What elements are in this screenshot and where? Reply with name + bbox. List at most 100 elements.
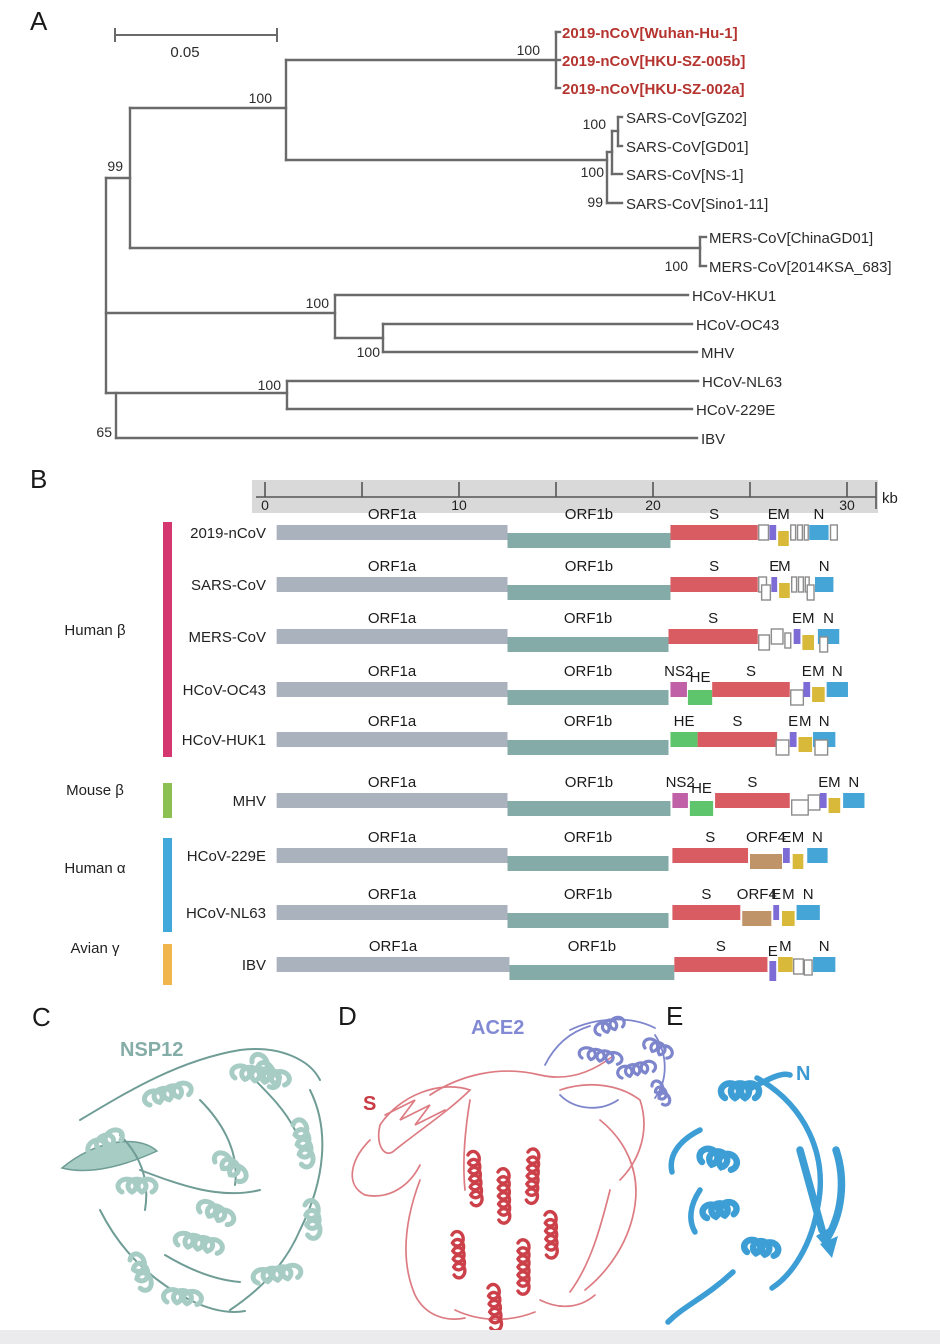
ribbon-helix [650, 1079, 672, 1107]
ribbon-helix [302, 1198, 323, 1241]
tree-tip-label: SARS-CoV[Sino1-11] [626, 196, 768, 213]
gene-segment-orf1b [507, 690, 669, 705]
ribbon-beta-hairpin [60, 1140, 159, 1172]
tree-tip-label: MERS-CoV[ChinaGD01] [709, 230, 873, 247]
ribbon-helix [496, 1167, 512, 1225]
ribbon-loop [454, 1309, 536, 1321]
gene-segment-orf1a [276, 577, 508, 592]
gene-segment-accessory [792, 958, 805, 975]
virus-group-bar [163, 838, 172, 932]
gene-segment-label: E [788, 713, 798, 730]
virus-group-label: Mouse β [66, 782, 124, 799]
virus-group-bar [163, 522, 172, 757]
kb-axis-unit: kb [882, 490, 898, 507]
gene-segment-ns2 [672, 793, 688, 808]
ribbon-loop [559, 1084, 645, 1181]
ribbon-loop [584, 1119, 637, 1291]
ribbon-helix [250, 1262, 304, 1286]
ribbon-loop [164, 1254, 241, 1283]
bootstrap-support: 99 [107, 158, 123, 174]
gene-segment-accessory [784, 632, 792, 649]
gene-segment-m [782, 911, 795, 926]
genome-row-label: HCoV-HUK1 [182, 732, 266, 749]
tree-tip-label: HCoV-OC43 [696, 317, 779, 334]
tree-tip-label: IBV [701, 431, 725, 448]
gene-segment-label: S [732, 713, 742, 730]
gene-segment-label: ORF1b [565, 558, 613, 575]
gene-segment-s [674, 957, 768, 972]
panel-d-letter: D [338, 1001, 357, 1031]
gene-segment-label: N [813, 506, 824, 523]
gene-segment-n [843, 793, 865, 808]
gene-segment-n [796, 905, 820, 920]
ribbon-loop [822, 1146, 846, 1244]
bootstrap-support: 99 [587, 194, 603, 210]
gene-segment-s [697, 732, 778, 747]
ribbon-helix [229, 1063, 292, 1088]
gene-segment-label: ORF1a [368, 713, 417, 730]
nsp12-label: NSP12 [120, 1039, 184, 1061]
gene-segment-label: ORF4 [737, 886, 777, 903]
gene-segment-m [828, 798, 841, 813]
n-protein-label: N [796, 1063, 811, 1085]
gene-segment-label: M [792, 829, 805, 846]
ribbon-helix [142, 1080, 194, 1108]
genome-row-label: IBV [242, 957, 266, 974]
ribbon-loop [796, 1146, 826, 1234]
gene-segment-orf4 [750, 854, 783, 869]
panel-a-letter: A [30, 6, 48, 36]
gene-segment-orf1b [507, 637, 669, 652]
gene-segment-label: NS2 [664, 663, 693, 680]
gene-segment-label: M [782, 886, 795, 903]
gene-segment-label: S [716, 938, 726, 955]
gene-segment-label: N [803, 886, 814, 903]
gene-segment-ns2 [670, 682, 687, 697]
ribbon-loop [544, 1025, 591, 1066]
gene-segment-label: ORF1b [565, 774, 613, 791]
genome-organization-map: 0 10 20 30 kb Human β Mouse β Human α Avian γ 201… [64, 480, 898, 985]
gene-segment-orf1b [507, 801, 671, 816]
gene-segment-label: ORF1a [368, 886, 417, 903]
gene-segment-n [809, 525, 829, 540]
gene-segment-orf1a [276, 905, 508, 920]
ribbon-helix [543, 1209, 559, 1260]
ribbon-loop [569, 1189, 611, 1293]
gene-segment-label: N [832, 663, 843, 680]
ribbon-helix [450, 1229, 467, 1280]
gene-segment-accessory [790, 689, 805, 706]
gene-segment-label: S [709, 558, 719, 575]
gene-segment-label: S [746, 663, 756, 680]
nsp12-structure-ribbon [60, 1048, 324, 1313]
ribbon-helix [290, 1117, 316, 1170]
gene-segment-accessory [791, 799, 809, 816]
tree-tip-label: HCoV-NL63 [702, 374, 782, 391]
gene-segment-label: ORF1a [368, 506, 417, 523]
gene-segment-label: E [768, 943, 778, 960]
gene-segment-label: S [747, 774, 757, 791]
ribbon-helix [699, 1198, 740, 1222]
ribbon-loop [559, 1094, 619, 1109]
panel-c-letter: C [32, 1002, 51, 1032]
virus-group-label: Human α [64, 860, 126, 877]
gene-segment-accessory [758, 634, 771, 651]
gene-segment-label: E [781, 829, 791, 846]
gene-segment-label: ORF1a [369, 938, 418, 955]
genome-row-label: MHV [233, 793, 266, 810]
gene-segment-e [789, 732, 797, 747]
gene-segment-label: M [828, 774, 841, 791]
gene-segment-label: ORF1b [568, 938, 616, 955]
gene-segment-accessory [790, 524, 797, 541]
ribbon-loop [668, 1127, 703, 1175]
gene-segment-label: E [802, 663, 812, 680]
gene-segment-label: N [819, 713, 830, 730]
gene-segment-e [803, 682, 811, 697]
gene-segment-accessory [758, 524, 770, 541]
gene-segment-accessory [770, 628, 784, 645]
genome-row-label: SARS-CoV [191, 577, 266, 594]
gene-segment-label: ORF1a [368, 829, 417, 846]
ace2-label: ACE2 [471, 1017, 525, 1039]
gene-segment-accessory [796, 524, 804, 541]
spike-ace2-structure-ribbon [351, 1015, 674, 1333]
gene-segment-orf1b [507, 856, 669, 871]
gene-segment-orf1b [507, 585, 671, 600]
